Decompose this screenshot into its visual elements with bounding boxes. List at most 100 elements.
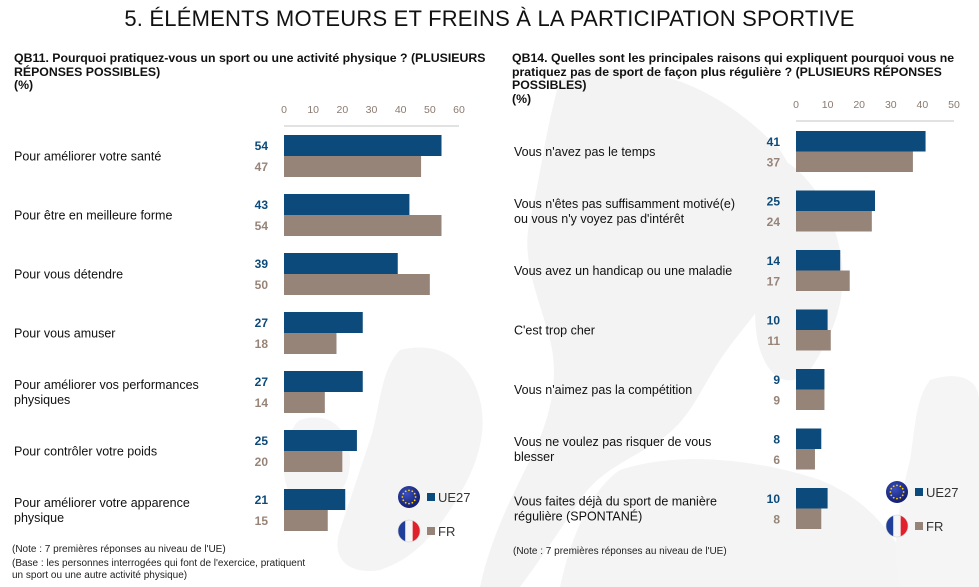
value-label-fr: 50: [255, 278, 269, 292]
bar-row: 21 15 Pour améliorer votre apparence physiq…: [14, 489, 346, 531]
value-label-ue27: 43: [255, 198, 269, 212]
x-tick-label: 40: [917, 99, 929, 111]
legend-swatch-ue27: [427, 493, 435, 501]
category-label: Vous n'avez pas le temps: [514, 145, 655, 159]
value-label-fr: 18: [255, 337, 269, 351]
bar-fr: [796, 389, 825, 410]
legend-label-ue27: UE27: [926, 485, 959, 500]
legend-label-fr: FR: [438, 524, 455, 539]
eu-flag-star: [408, 502, 410, 505]
x-tick-label: 50: [948, 99, 960, 111]
bar-ue27: [796, 131, 926, 152]
heading-line: QB14. Quelles sont les principales raiso…: [512, 51, 955, 65]
bar-row: 14 17 Vous avez un handicap ou une maladie: [514, 250, 850, 291]
bar-row: 41 37 Vous n'avez pas le temps: [514, 131, 926, 172]
category-label: C'est trop cher: [514, 324, 595, 338]
bar-ue27: [284, 489, 346, 510]
bar-fr: [796, 330, 831, 351]
x-tick-label: 30: [885, 99, 897, 111]
bar-fr: [284, 333, 337, 354]
eu-flag-star: [402, 499, 405, 502]
legend-label-ue27: UE27: [438, 490, 471, 505]
bar-ue27: [796, 369, 825, 390]
bar-row: 10 11 C'est trop cher: [514, 309, 831, 351]
bar-row: 43 54 Pour être en meilleure forme: [14, 194, 442, 236]
bar-row: 10 8 Vous faites déjà du sport de manière r…: [514, 488, 828, 529]
value-label-ue27: 25: [255, 434, 269, 448]
category-label: Vous ne voulez pas risquer de vous blesse…: [514, 435, 711, 464]
eu-flag-disc: [886, 481, 908, 503]
x-tick-label: 50: [424, 104, 436, 116]
eu-flag-star: [899, 496, 902, 499]
category-label: Vous n'êtes pas suffisamment motivé(e) ou…: [514, 197, 735, 226]
eu-flag-star: [414, 496, 417, 498]
category-label: Pour améliorer votre santé: [14, 150, 161, 164]
eu-flag-star: [890, 494, 893, 497]
france-flag-icon: [885, 514, 909, 538]
value-label-fr: 47: [255, 160, 269, 174]
eu-flag-star: [411, 501, 414, 504]
eu-flag-star: [889, 491, 892, 493]
bar-fr: [796, 211, 872, 232]
value-label-ue27: 27: [255, 316, 269, 330]
value-label-ue27: 9: [773, 373, 780, 387]
x-tick-label: 0: [281, 104, 287, 116]
value-label-fr: 11: [767, 334, 780, 348]
france-flag-stripes: [886, 515, 908, 537]
bar-ue27: [284, 312, 363, 333]
x-tick-label: 30: [366, 104, 378, 116]
value-label-ue27: 8: [773, 432, 780, 446]
scandinavia-shape: [480, 69, 801, 587]
value-label-ue27: 27: [255, 375, 269, 389]
bar-ue27: [796, 309, 828, 330]
bar-fr: [284, 215, 442, 236]
eu-flag-star: [404, 501, 407, 504]
bar-ue27: [284, 135, 442, 156]
x-tick-label: 20: [336, 104, 348, 116]
bar-fr: [284, 156, 422, 177]
eu-flag-star: [401, 496, 404, 498]
bar-row: 8 6 Vous ne voulez pas risquer de vous bles…: [514, 428, 822, 470]
x-tick-label: 10: [307, 104, 319, 116]
page-title: 5. ÉLÉMENTS MOTEURS ET FREINS À LA PARTI…: [124, 6, 855, 31]
heading-line: (%): [14, 78, 34, 92]
eu-flag-star: [901, 487, 904, 490]
left-notes: (Note : 7 premières réponses au niveau d…: [12, 544, 342, 582]
value-label-fr: 54: [255, 219, 269, 233]
bar-row: 54 47 Pour améliorer votre santé: [14, 135, 442, 177]
baltic-shape: [560, 459, 920, 587]
category-label: Pour contrôler votre poids: [14, 445, 157, 459]
category-label: Vous avez un handicap ou une maladie: [514, 264, 732, 278]
legend-swatch-fr: [915, 522, 923, 530]
eu-flag-star: [899, 485, 902, 488]
category-label: Vous n'aimez pas la compétition: [514, 383, 692, 397]
bar-row: 25 20 Pour contrôler votre poids: [14, 430, 357, 472]
note-line: (Note : 7 premières réponses au niveau d…: [12, 544, 226, 555]
category-label: Pour vous amuser: [14, 327, 115, 341]
france-flag-icon: [397, 519, 421, 543]
bar-ue27: [796, 250, 841, 271]
bar-ue27: [796, 190, 875, 211]
note-line: un sport ou une autre activité physique): [12, 570, 188, 581]
legend-swatch-ue27: [915, 488, 923, 496]
legend-label-fr: FR: [926, 519, 943, 534]
bar-fr: [796, 151, 913, 172]
france-flag-stripes: [398, 520, 420, 542]
eu-flag-star: [902, 491, 905, 493]
value-label-fr: 6: [773, 453, 780, 467]
eu-flag-star: [413, 499, 416, 502]
eu-flag-star: [408, 489, 410, 492]
british-isles-shape: [337, 347, 483, 571]
eu-flag-star: [411, 490, 414, 493]
eu-flag-star: [896, 484, 898, 487]
x-tick-label: 10: [822, 99, 834, 111]
heading-line: (%): [512, 91, 532, 106]
right-notes: (Note : 7 premières réponses au niveau d…: [513, 546, 843, 558]
value-label-fr: 20: [255, 455, 269, 469]
x-tick-label: 60: [453, 104, 465, 116]
category-label: Pour améliorer votre apparence physique: [14, 496, 190, 525]
